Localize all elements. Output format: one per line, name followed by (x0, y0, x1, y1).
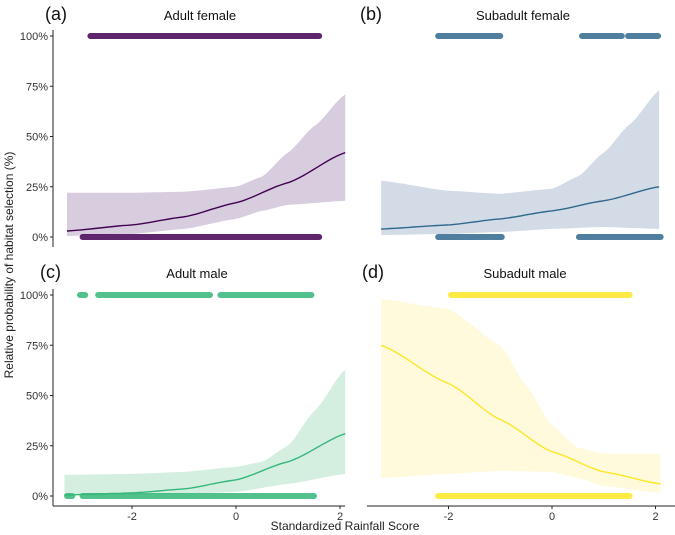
panel-label: (d) (362, 262, 384, 282)
confidence-band (64, 369, 346, 496)
confidence-band (381, 299, 661, 493)
fit-line (380, 344, 661, 485)
panel-label: (c) (40, 262, 61, 282)
x-tick-label: 0 (549, 511, 555, 523)
fit-line (64, 433, 346, 496)
x-tick-label: 0 (233, 511, 239, 523)
x-tick-label: 2 (337, 511, 343, 523)
panel-label: (b) (360, 4, 382, 24)
panel-title: Subadult female (476, 8, 570, 23)
fit-line (381, 186, 660, 230)
y-tick-label: 25% (26, 182, 48, 194)
y-tick-label: 50% (26, 391, 48, 403)
confidence-band (381, 90, 660, 235)
y-tick-label: 75% (26, 340, 48, 352)
panel-subadult-male: -2 0 2 (d) Subadult male (362, 262, 675, 523)
y-tick-label: 75% (26, 81, 48, 93)
y-tick-label: 100% (20, 290, 48, 302)
x-tick-label: 2 (652, 511, 658, 523)
panel-adult-female: 0% 25% 50% 75% 100% (a) Adult female (20, 4, 346, 247)
y-tick-label: 100% (20, 31, 48, 43)
fit-line (66, 151, 346, 232)
y-tick-label: 25% (26, 441, 48, 453)
panel-title: Subadult male (483, 266, 566, 281)
y-tick-label: 0% (32, 232, 48, 244)
panel-label: (a) (45, 4, 67, 24)
panel-adult-male: 0% 25% 50% 75% 100% -2 0 2 (c) Adult male (20, 262, 346, 523)
panel-title: Adult female (164, 8, 236, 23)
confidence-band (67, 94, 346, 236)
x-tick-label: -2 (444, 511, 454, 523)
x-tick-label: -2 (127, 511, 137, 523)
panel-title: Adult male (166, 266, 227, 281)
x-axis-title: Standardized Rainfall Score (271, 519, 420, 533)
y-axis-title: Relative probability of habitat selectio… (2, 152, 16, 379)
panel-subadult-female: (b) Subadult female (360, 4, 664, 240)
y-tick-label: 50% (26, 132, 48, 144)
y-tick-label: 0% (32, 491, 48, 503)
